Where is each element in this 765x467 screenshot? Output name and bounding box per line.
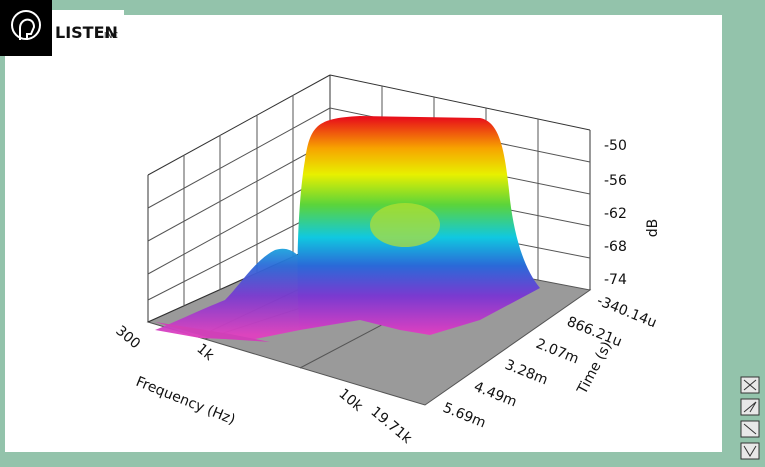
logo-suffix: INC xyxy=(104,31,118,40)
z-tick-label: -62 xyxy=(604,206,627,222)
z-tick-label: -74 xyxy=(604,272,627,288)
z-tick-label: -56 xyxy=(604,173,627,189)
logo-text: LISTEN xyxy=(55,23,118,42)
toolbar xyxy=(740,376,760,460)
z-tick-label: -68 xyxy=(604,239,627,255)
logo: LISTEN INC xyxy=(0,0,124,56)
z-axis-label: dB xyxy=(645,219,661,238)
reset-button[interactable] xyxy=(740,442,760,460)
surface xyxy=(155,116,540,342)
z-tick-label: -50 xyxy=(604,138,627,154)
